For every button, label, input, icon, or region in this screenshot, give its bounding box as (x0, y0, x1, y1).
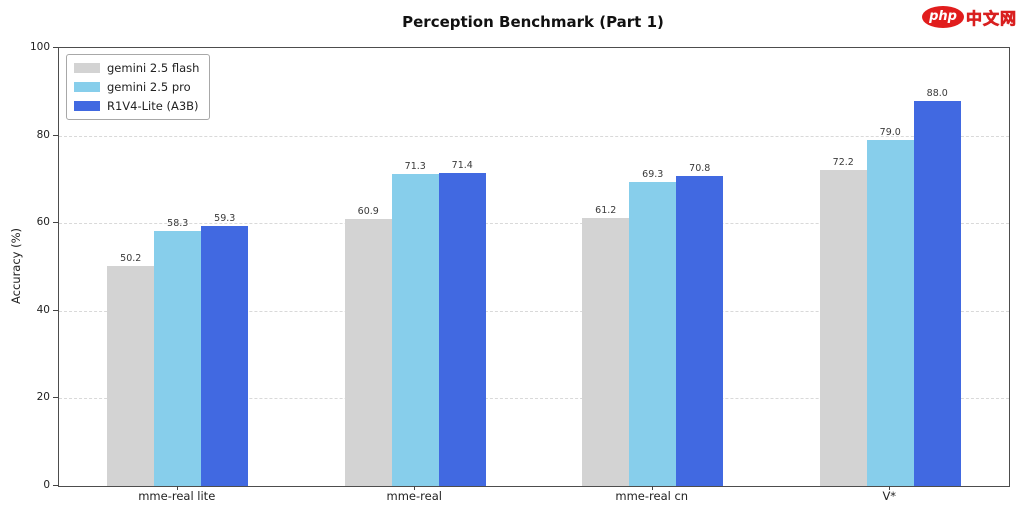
php-logo-badge: php (922, 6, 964, 28)
legend-label: gemini 2.5 flash (107, 61, 200, 75)
bar-mme-real-lite-s1 (154, 230, 202, 486)
bar-value-label: 69.3 (642, 169, 664, 181)
legend-item-1: gemini 2.5 pro (74, 80, 199, 94)
php-logo-text: 中文网 (965, 9, 1017, 29)
x-tick-label-3: V* (882, 489, 897, 503)
y-tick-label: 60 (36, 216, 50, 229)
legend-swatch (74, 82, 100, 92)
bar-mme-real-s1 (391, 173, 439, 486)
x-tick-mark (651, 486, 653, 490)
gridline-y-20 (59, 398, 1009, 400)
y-tick-mark (53, 397, 58, 399)
y-tick-label: 80 (36, 128, 50, 141)
gridline-y-60 (59, 223, 1009, 225)
y-tick-mark (53, 309, 58, 311)
y-tick-label: 40 (36, 303, 50, 316)
x-tick-mark (414, 486, 416, 490)
y-tick-label: 20 (36, 391, 50, 404)
x-tick-label-0: mme-real lite (138, 489, 216, 503)
gridline-y-80 (59, 135, 1009, 137)
y-tick-label: 0 (43, 479, 50, 491)
bar-V*-s0 (819, 169, 867, 486)
y-tick-mark (53, 47, 58, 48)
bar-mme-real-s0 (344, 219, 392, 486)
chart-title: Perception Benchmark (Part 1) (402, 13, 664, 31)
bar-value-label: 50.2 (120, 253, 142, 265)
y-tick-mark (53, 134, 58, 136)
legend-item-0: gemini 2.5 flash (74, 61, 199, 75)
legend-swatch (74, 101, 100, 111)
bar-value-label: 88.0 (926, 87, 948, 99)
y-axis-title: Accuracy (%) (9, 227, 23, 305)
legend-label: gemini 2.5 pro (107, 80, 191, 94)
bar-mme-real-s2 (438, 173, 486, 486)
bar-value-label: 70.8 (689, 162, 711, 174)
bar-mme-real-lite-s2 (201, 226, 249, 486)
bar-value-label: 60.9 (357, 206, 379, 218)
y-tick-mark (53, 222, 58, 224)
bar-value-label: 59.3 (214, 213, 236, 225)
bar-V*-s1 (866, 139, 914, 486)
x-tick-label-1: mme-real (386, 489, 442, 503)
bar-value-label: 71.4 (451, 160, 473, 172)
bar-mme-real-cn-s1 (629, 182, 677, 486)
plot-area: gemini 2.5 flash gemini 2.5 pro R1V4-Lite … (58, 47, 1010, 487)
php-cn-logo[interactable]: php 中文网 (922, 5, 1017, 29)
legend: gemini 2.5 flash gemini 2.5 pro R1V4-Lite … (66, 54, 211, 120)
x-tick-mark (176, 486, 178, 490)
bar-V*-s2 (913, 100, 961, 486)
bar-value-label: 58.3 (167, 217, 189, 229)
y-tick-label: 100 (29, 41, 50, 53)
y-tick-mark (53, 485, 58, 486)
bar-value-label: 71.3 (404, 160, 426, 172)
bar-value-label: 61.2 (595, 204, 617, 216)
legend-swatch (74, 63, 100, 73)
bar-mme-real-lite-s0 (107, 266, 155, 486)
legend-item-2: R1V4-Lite (A3B) (74, 99, 199, 113)
gridline-y-40 (59, 310, 1009, 312)
bar-value-label: 72.2 (832, 156, 854, 168)
bar-value-label: 79.0 (879, 126, 901, 138)
bar-mme-real-cn-s0 (582, 217, 630, 486)
x-tick-label-2: mme-real cn (615, 489, 689, 503)
x-tick-mark (889, 486, 891, 490)
bar-mme-real-cn-s2 (676, 175, 724, 486)
legend-label: R1V4-Lite (A3B) (107, 99, 199, 113)
